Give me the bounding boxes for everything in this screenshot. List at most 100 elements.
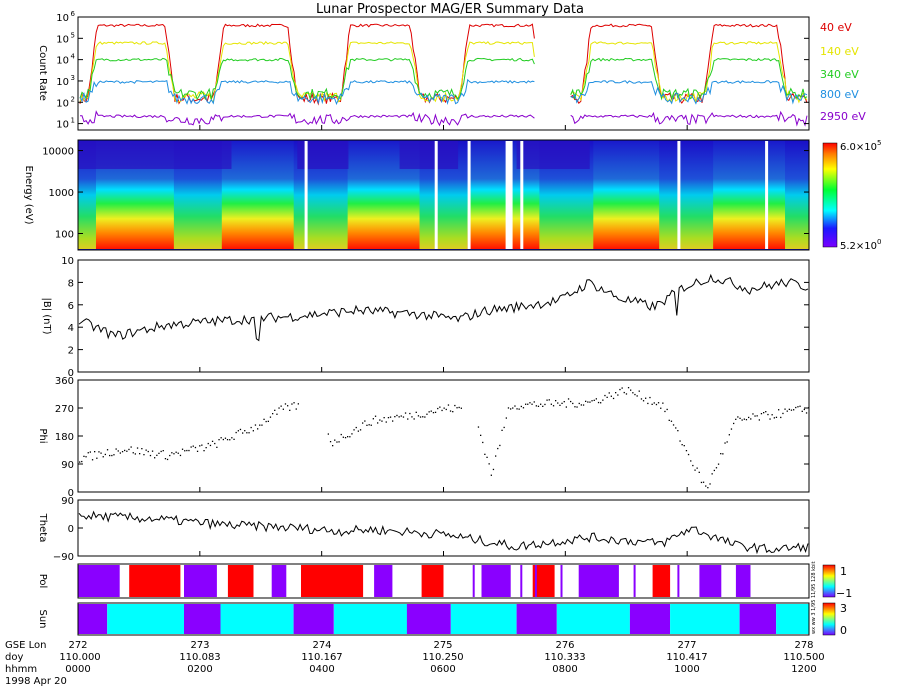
phi-point <box>392 420 394 422</box>
spectrogram-column <box>161 141 169 249</box>
spectrogram-column <box>599 141 606 249</box>
phi-point <box>293 402 295 404</box>
spectrogram-column <box>257 141 265 249</box>
phi-ytick-4-label: 360 <box>55 376 74 387</box>
colorbar-min-exponent: 0 <box>877 238 881 246</box>
phi-point <box>104 453 106 456</box>
pol-segment <box>421 565 444 597</box>
phi-point <box>737 416 739 418</box>
phi-ytick-2-label: 180 <box>55 432 74 443</box>
phi-point <box>788 408 790 410</box>
phi-point <box>201 444 203 446</box>
phi-point <box>642 400 645 402</box>
phi-point <box>156 454 158 456</box>
hhmm-tick-3: 0600 <box>430 664 455 675</box>
doy-tick-1: 110.083 <box>179 652 220 663</box>
phi-point <box>510 408 512 410</box>
phi-point <box>387 417 390 419</box>
phi-point <box>775 416 778 418</box>
phi-point <box>269 416 272 418</box>
spectrogram-column <box>611 141 618 249</box>
phi-point <box>518 408 520 410</box>
phi-point <box>632 392 634 394</box>
spectrogram-column <box>701 141 708 249</box>
spectrogram-column <box>89 141 97 249</box>
count-rate-line-140-ev <box>79 41 808 104</box>
phi-point <box>98 451 100 453</box>
spectrogram-column <box>653 141 660 249</box>
phi-point <box>752 413 754 415</box>
phi-point <box>655 403 658 406</box>
doy-tick-0: 110.000 <box>59 652 100 663</box>
lon-tick-0: 272 <box>68 640 87 651</box>
phi-point <box>250 426 252 429</box>
phi-point <box>619 388 621 391</box>
phi-point <box>81 460 83 463</box>
phi-point <box>600 402 602 404</box>
phi-point <box>287 405 289 407</box>
field-magnitude-ytick-1-label: 2 <box>68 346 74 357</box>
spectrogram-column <box>539 141 546 249</box>
phi-point <box>209 444 212 447</box>
phi-point <box>447 404 450 406</box>
phi-point <box>381 420 383 422</box>
spectrogram-dark-band <box>78 141 232 169</box>
phi-point <box>733 422 735 425</box>
spectrogram-column <box>695 141 702 249</box>
count-rate-ytick-2-label: 10 <box>56 77 69 88</box>
phi-point <box>602 399 604 401</box>
spectrogram-column <box>341 141 349 249</box>
sun-segment <box>516 604 557 634</box>
colorbar-min-mantissa: 5.2×10 <box>840 241 877 252</box>
spectrogram-column <box>515 141 522 249</box>
phi-point <box>597 401 600 404</box>
phi-point <box>705 485 707 487</box>
energy-label-2950: 2950 eV <box>820 110 866 123</box>
phi-point <box>372 418 374 420</box>
pol-segment <box>184 565 217 597</box>
energy-ylabel: Energy (eV) <box>23 166 34 225</box>
pol-thin-segment <box>677 565 680 597</box>
phi-point <box>402 416 405 418</box>
phi-point <box>171 452 173 454</box>
time-axis-date: 1998 Apr 20 <box>5 676 67 687</box>
phi-point <box>347 436 349 438</box>
field-magnitude-ytick-2-label: 4 <box>68 323 74 334</box>
phi-point <box>106 449 109 451</box>
spectrogram-column <box>317 141 325 249</box>
phi-point <box>520 405 522 408</box>
count-rate-ytick-3-exponent: 4 <box>71 53 76 61</box>
spectrogram-data-gap <box>467 141 471 249</box>
energy-ytick-2-label: 100 <box>55 230 74 241</box>
phi-point <box>561 402 563 404</box>
phi-point <box>604 394 606 397</box>
spectrogram-column <box>389 141 397 249</box>
phi-point <box>576 406 578 408</box>
phi-point <box>452 411 454 413</box>
hhmm-tick-0: 0000 <box>65 664 90 675</box>
count-rate-ytick-1-label: 10 <box>56 98 69 109</box>
energy-label-800: 800 eV <box>820 88 859 101</box>
sun-segments <box>78 604 809 634</box>
pol-thin-segment <box>472 565 475 597</box>
sun-colorbar <box>822 602 836 636</box>
phi-point <box>754 415 756 417</box>
phi-point <box>430 410 432 412</box>
phi-point <box>649 396 651 399</box>
phi-point <box>570 400 572 403</box>
phi-point <box>437 407 439 410</box>
phi-point <box>291 403 293 405</box>
spectrogram-column <box>623 141 630 249</box>
phi-point <box>336 441 338 443</box>
energy-label-40: 40 eV <box>820 21 852 34</box>
lon-tick-4: 276 <box>555 640 574 651</box>
phi-point <box>351 433 353 435</box>
spectrogram-column <box>323 141 331 249</box>
chart-title: Lunar Prospector MAG/ER Summary Data <box>316 2 584 17</box>
phi-point <box>214 442 216 445</box>
phi-point <box>537 405 540 407</box>
sun-segment <box>670 604 740 634</box>
spectrogram-data-gap <box>505 141 513 249</box>
